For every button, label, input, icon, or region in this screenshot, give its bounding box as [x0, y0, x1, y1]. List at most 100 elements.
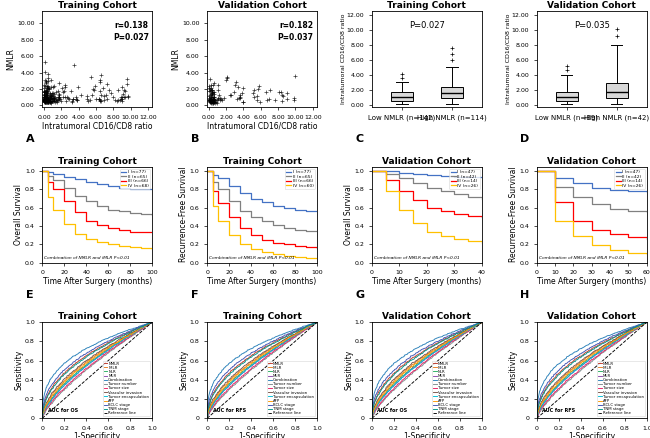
Legend: I (n=77), II (n=65), III (n=66), IV (n=68): I (n=77), II (n=65), III (n=66), IV (n=6…	[120, 169, 150, 189]
Point	[103, 86, 114, 93]
Point	[204, 94, 214, 101]
Point	[209, 80, 220, 87]
Point	[207, 98, 218, 105]
Point	[47, 98, 57, 105]
Point	[42, 90, 53, 97]
Point	[49, 95, 59, 102]
Point	[40, 87, 51, 94]
Point	[215, 96, 226, 103]
Point	[47, 83, 58, 90]
Point	[40, 69, 50, 76]
Point	[206, 94, 216, 101]
Point	[207, 89, 218, 96]
Point	[252, 85, 263, 92]
Point	[40, 97, 50, 104]
Point	[222, 75, 233, 82]
Point	[218, 95, 229, 102]
Point	[50, 93, 60, 100]
Point	[254, 82, 264, 89]
Point	[54, 79, 64, 86]
Text: P=0.027: P=0.027	[113, 33, 149, 42]
Point	[40, 82, 50, 89]
Point	[42, 94, 52, 101]
Point	[209, 98, 219, 105]
Point	[120, 87, 130, 94]
Point	[95, 79, 105, 86]
Point	[206, 97, 216, 104]
Point	[39, 95, 49, 102]
Point	[207, 88, 218, 95]
Point	[100, 92, 110, 99]
Point	[42, 84, 53, 91]
Point	[42, 92, 53, 99]
Text: A: A	[26, 134, 34, 144]
Point	[42, 88, 52, 95]
Point	[274, 89, 284, 96]
Point	[95, 77, 105, 84]
Point	[237, 90, 248, 97]
Point	[39, 85, 49, 92]
Point	[40, 96, 51, 103]
Point	[54, 91, 64, 98]
Point	[204, 96, 214, 103]
Point	[207, 87, 217, 94]
Point	[46, 99, 57, 106]
Point	[120, 93, 131, 100]
Point	[40, 98, 50, 105]
Point	[101, 80, 112, 87]
Point	[216, 97, 227, 104]
Point	[44, 99, 54, 106]
Point	[43, 98, 53, 105]
Point	[117, 96, 127, 103]
Point	[205, 99, 216, 106]
Point	[41, 78, 51, 85]
Text: AUC for RFS: AUC for RFS	[213, 407, 246, 413]
Point	[66, 88, 77, 95]
Point	[53, 93, 63, 100]
Legend: I (n=47), II (n=42), III (n=14), IV (n=26): I (n=47), II (n=42), III (n=14), IV (n=2…	[614, 169, 645, 189]
Point	[206, 97, 216, 104]
Point	[234, 92, 244, 99]
Y-axis label: Sensitivity: Sensitivity	[509, 350, 518, 390]
Point	[71, 93, 81, 100]
Point	[39, 97, 49, 104]
Point	[208, 81, 218, 88]
Point	[205, 98, 215, 105]
Point	[94, 88, 105, 95]
Point	[40, 96, 50, 103]
Point	[48, 92, 58, 99]
Y-axis label: Sensitivity: Sensitivity	[179, 350, 188, 390]
Point	[213, 96, 223, 103]
Point	[44, 90, 55, 97]
Text: Combination of NMLR and iMLR P<0.01: Combination of NMLR and iMLR P<0.01	[374, 256, 460, 260]
Point	[73, 84, 83, 91]
Point	[67, 98, 77, 105]
Point	[231, 79, 241, 86]
Point	[270, 96, 280, 103]
Point	[40, 99, 51, 106]
Point	[60, 94, 70, 101]
Point	[66, 98, 77, 105]
Point	[39, 89, 49, 96]
Point	[40, 98, 51, 105]
Point	[96, 72, 107, 79]
Point	[95, 98, 105, 105]
Point	[43, 97, 53, 104]
Point	[281, 89, 292, 96]
Point	[213, 86, 223, 93]
X-axis label: Time After Surgery (months): Time After Surgery (months)	[43, 277, 152, 286]
Point	[91, 95, 101, 102]
Legend: NMLR, iMLR, NLR, MLR, Combination, Tumor number, Tumor size, Vascular invasion, : NMLR, iMLR, NLR, MLR, Combination, Tumor…	[597, 360, 645, 417]
Point	[205, 94, 216, 101]
Point	[122, 93, 133, 100]
Point	[207, 95, 217, 102]
Point	[205, 96, 216, 103]
X-axis label: Intratumoral CD16/CD8 ratio: Intratumoral CD16/CD8 ratio	[42, 121, 153, 130]
Text: r=0.138: r=0.138	[115, 21, 149, 30]
Point	[50, 99, 60, 106]
Text: G: G	[356, 290, 365, 300]
Point	[40, 95, 51, 102]
Point	[261, 88, 271, 95]
Point	[40, 96, 51, 103]
Point	[231, 96, 242, 103]
